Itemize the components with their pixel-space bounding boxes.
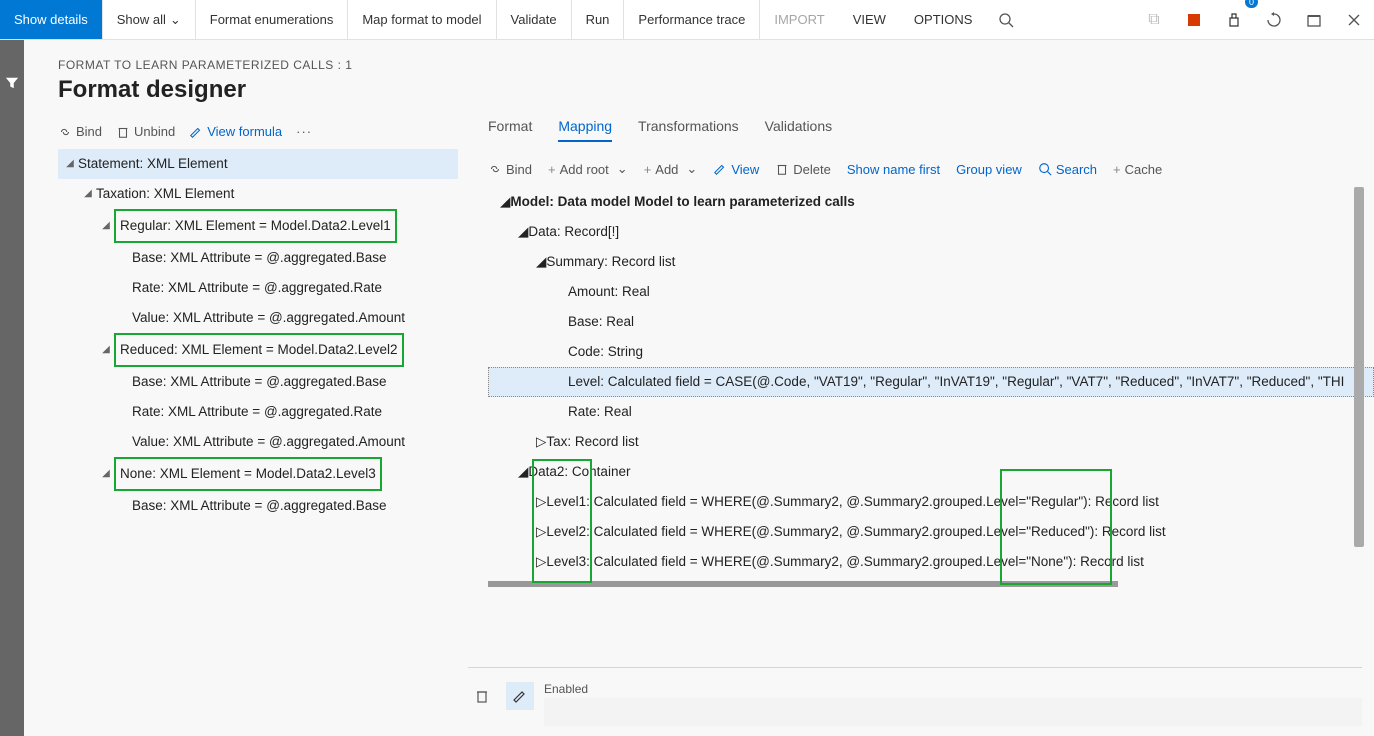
show-all-button[interactable]: Show all ⌄ xyxy=(103,0,196,39)
show-all-label: Show all xyxy=(117,12,166,27)
tree-node-reduced-value[interactable]: Value: XML Attribute = @.aggregated.Amou… xyxy=(58,427,458,457)
show-details-button[interactable]: Show details xyxy=(0,0,103,39)
office-icon[interactable] xyxy=(1174,0,1214,40)
map-search-button[interactable]: Search xyxy=(1038,162,1097,177)
properties-bar: Enabled xyxy=(468,667,1362,726)
popout-icon[interactable] xyxy=(1294,0,1334,40)
group-view-button[interactable]: Group view xyxy=(956,162,1022,177)
chevron-down-icon: ⌄ xyxy=(686,161,697,177)
options-menu-button[interactable]: OPTIONS xyxy=(900,0,987,39)
enabled-input[interactable] xyxy=(544,698,1362,726)
main-stage: FORMAT TO LEARN PARAMETERIZED CALLS : 1 … xyxy=(24,40,1374,736)
trash-icon[interactable] xyxy=(468,682,496,710)
delete-button[interactable]: Delete xyxy=(775,162,831,177)
format-tree[interactable]: ◢Statement: XML Element ◢Taxation: XML E… xyxy=(58,149,458,521)
tree-node-regular[interactable]: ◢Regular: XML Element = Model.Data2.Leve… xyxy=(58,209,458,243)
map-node-data2[interactable]: ◢Data2: Container xyxy=(488,457,1374,487)
tree-node-statement[interactable]: ◢Statement: XML Element xyxy=(58,149,458,179)
run-button[interactable]: Run xyxy=(572,0,625,39)
map-node-amount[interactable]: Amount: Real xyxy=(488,277,1374,307)
command-bar: Show details Show all ⌄ Format enumeratio… xyxy=(0,0,1374,40)
map-node-level3[interactable]: ▷Level3: Calculated field = WHERE(@.Summ… xyxy=(488,547,1374,577)
notifications-count: 0 xyxy=(1245,0,1258,8)
map-view-button[interactable]: View xyxy=(713,162,759,177)
view-formula-button[interactable]: View formula xyxy=(189,124,282,139)
tab-format[interactable]: Format xyxy=(488,118,532,142)
format-tree-pane: Bind Unbind View formula ··· ◢Statement:… xyxy=(58,118,468,726)
mapping-action-row: Bind +Add root⌄ +Add⌄ View Delete Show n… xyxy=(488,147,1374,187)
mapping-tree-wrap: ◢Model: Data model Model to learn parame… xyxy=(488,187,1374,587)
edit-icon[interactable] xyxy=(506,682,534,710)
close-icon[interactable] xyxy=(1334,0,1374,40)
map-node-model[interactable]: ◢Model: Data model Model to learn parame… xyxy=(488,187,1374,217)
tree-node-reduced[interactable]: ◢Reduced: XML Element = Model.Data2.Leve… xyxy=(58,333,458,367)
chevron-down-icon: ⌄ xyxy=(170,12,181,28)
page-title: Format designer xyxy=(58,76,1374,104)
format-enumerations-button[interactable]: Format enumerations xyxy=(196,0,349,39)
map-node-rate[interactable]: Rate: Real xyxy=(488,397,1374,427)
tree-node-reduced-rate[interactable]: Rate: XML Attribute = @.aggregated.Rate xyxy=(58,397,458,427)
show-name-first-button[interactable]: Show name first xyxy=(847,162,940,177)
map-node-summary[interactable]: ◢Summary: Record list xyxy=(488,247,1374,277)
view-menu-button[interactable]: VIEW xyxy=(839,0,900,39)
left-action-row: Bind Unbind View formula ··· xyxy=(58,118,458,149)
map-node-level[interactable]: Level: Calculated field = CASE(@.Code, "… xyxy=(488,367,1374,397)
map-node-code[interactable]: Code: String xyxy=(488,337,1374,367)
tab-transformations[interactable]: Transformations xyxy=(638,118,739,142)
tree-node-reduced-base[interactable]: Base: XML Attribute = @.aggregated.Base xyxy=(58,367,458,397)
map-node-base[interactable]: Base: Real xyxy=(488,307,1374,337)
right-tabs: Format Mapping Transformations Validatio… xyxy=(488,118,1374,147)
notifications-icon[interactable]: 0 xyxy=(1214,0,1254,40)
bind-button[interactable]: Bind xyxy=(58,124,102,139)
map-node-tax[interactable]: ▷Tax: Record list xyxy=(488,427,1374,457)
tree-node-none-base[interactable]: Base: XML Attribute = @.aggregated.Base xyxy=(58,491,458,521)
enabled-field: Enabled xyxy=(544,682,1362,726)
tab-validations[interactable]: Validations xyxy=(765,118,832,142)
more-actions-button[interactable]: ··· xyxy=(296,124,312,139)
breadcrumb: FORMAT TO LEARN PARAMETERIZED CALLS : 1 xyxy=(58,58,1374,72)
chevron-down-icon: ⌄ xyxy=(617,161,628,177)
enabled-label: Enabled xyxy=(544,682,1362,696)
tree-node-none[interactable]: ◢None: XML Element = Model.Data2.Level3 xyxy=(58,457,458,491)
add-root-button[interactable]: +Add root⌄ xyxy=(548,161,628,177)
performance-trace-button[interactable]: Performance trace xyxy=(624,0,760,39)
tree-node-regular-rate[interactable]: Rate: XML Attribute = @.aggregated.Rate xyxy=(58,273,458,303)
left-rail xyxy=(0,40,24,736)
link-icon[interactable]: ⧉ xyxy=(1134,0,1174,40)
filter-icon[interactable] xyxy=(5,76,19,95)
tree-node-regular-value[interactable]: Value: XML Attribute = @.aggregated.Amou… xyxy=(58,303,458,333)
map-bind-button[interactable]: Bind xyxy=(488,162,532,177)
map-node-level2[interactable]: ▷Level2: Calculated field = WHERE(@.Summ… xyxy=(488,517,1374,547)
search-icon[interactable] xyxy=(986,0,1026,40)
refresh-icon[interactable] xyxy=(1254,0,1294,40)
unbind-button[interactable]: Unbind xyxy=(116,124,175,139)
horizontal-scrollbar[interactable] xyxy=(488,581,1118,587)
map-format-button[interactable]: Map format to model xyxy=(348,0,496,39)
validate-button[interactable]: Validate xyxy=(497,0,572,39)
map-node-level1[interactable]: ▷Level1: Calculated field = WHERE(@.Summ… xyxy=(488,487,1374,517)
tab-mapping[interactable]: Mapping xyxy=(558,118,612,142)
map-node-data[interactable]: ◢Data: Record[!] xyxy=(488,217,1374,247)
add-button[interactable]: +Add⌄ xyxy=(644,161,698,177)
mapping-tree[interactable]: ◢Model: Data model Model to learn parame… xyxy=(488,187,1374,577)
cache-button[interactable]: +Cache xyxy=(1113,162,1162,177)
tree-node-regular-base[interactable]: Base: XML Attribute = @.aggregated.Base xyxy=(58,243,458,273)
mapping-pane: Format Mapping Transformations Validatio… xyxy=(468,118,1374,726)
tree-node-taxation[interactable]: ◢Taxation: XML Element xyxy=(58,179,458,209)
import-button: IMPORT xyxy=(760,0,838,39)
vertical-scrollbar[interactable] xyxy=(1354,187,1364,547)
